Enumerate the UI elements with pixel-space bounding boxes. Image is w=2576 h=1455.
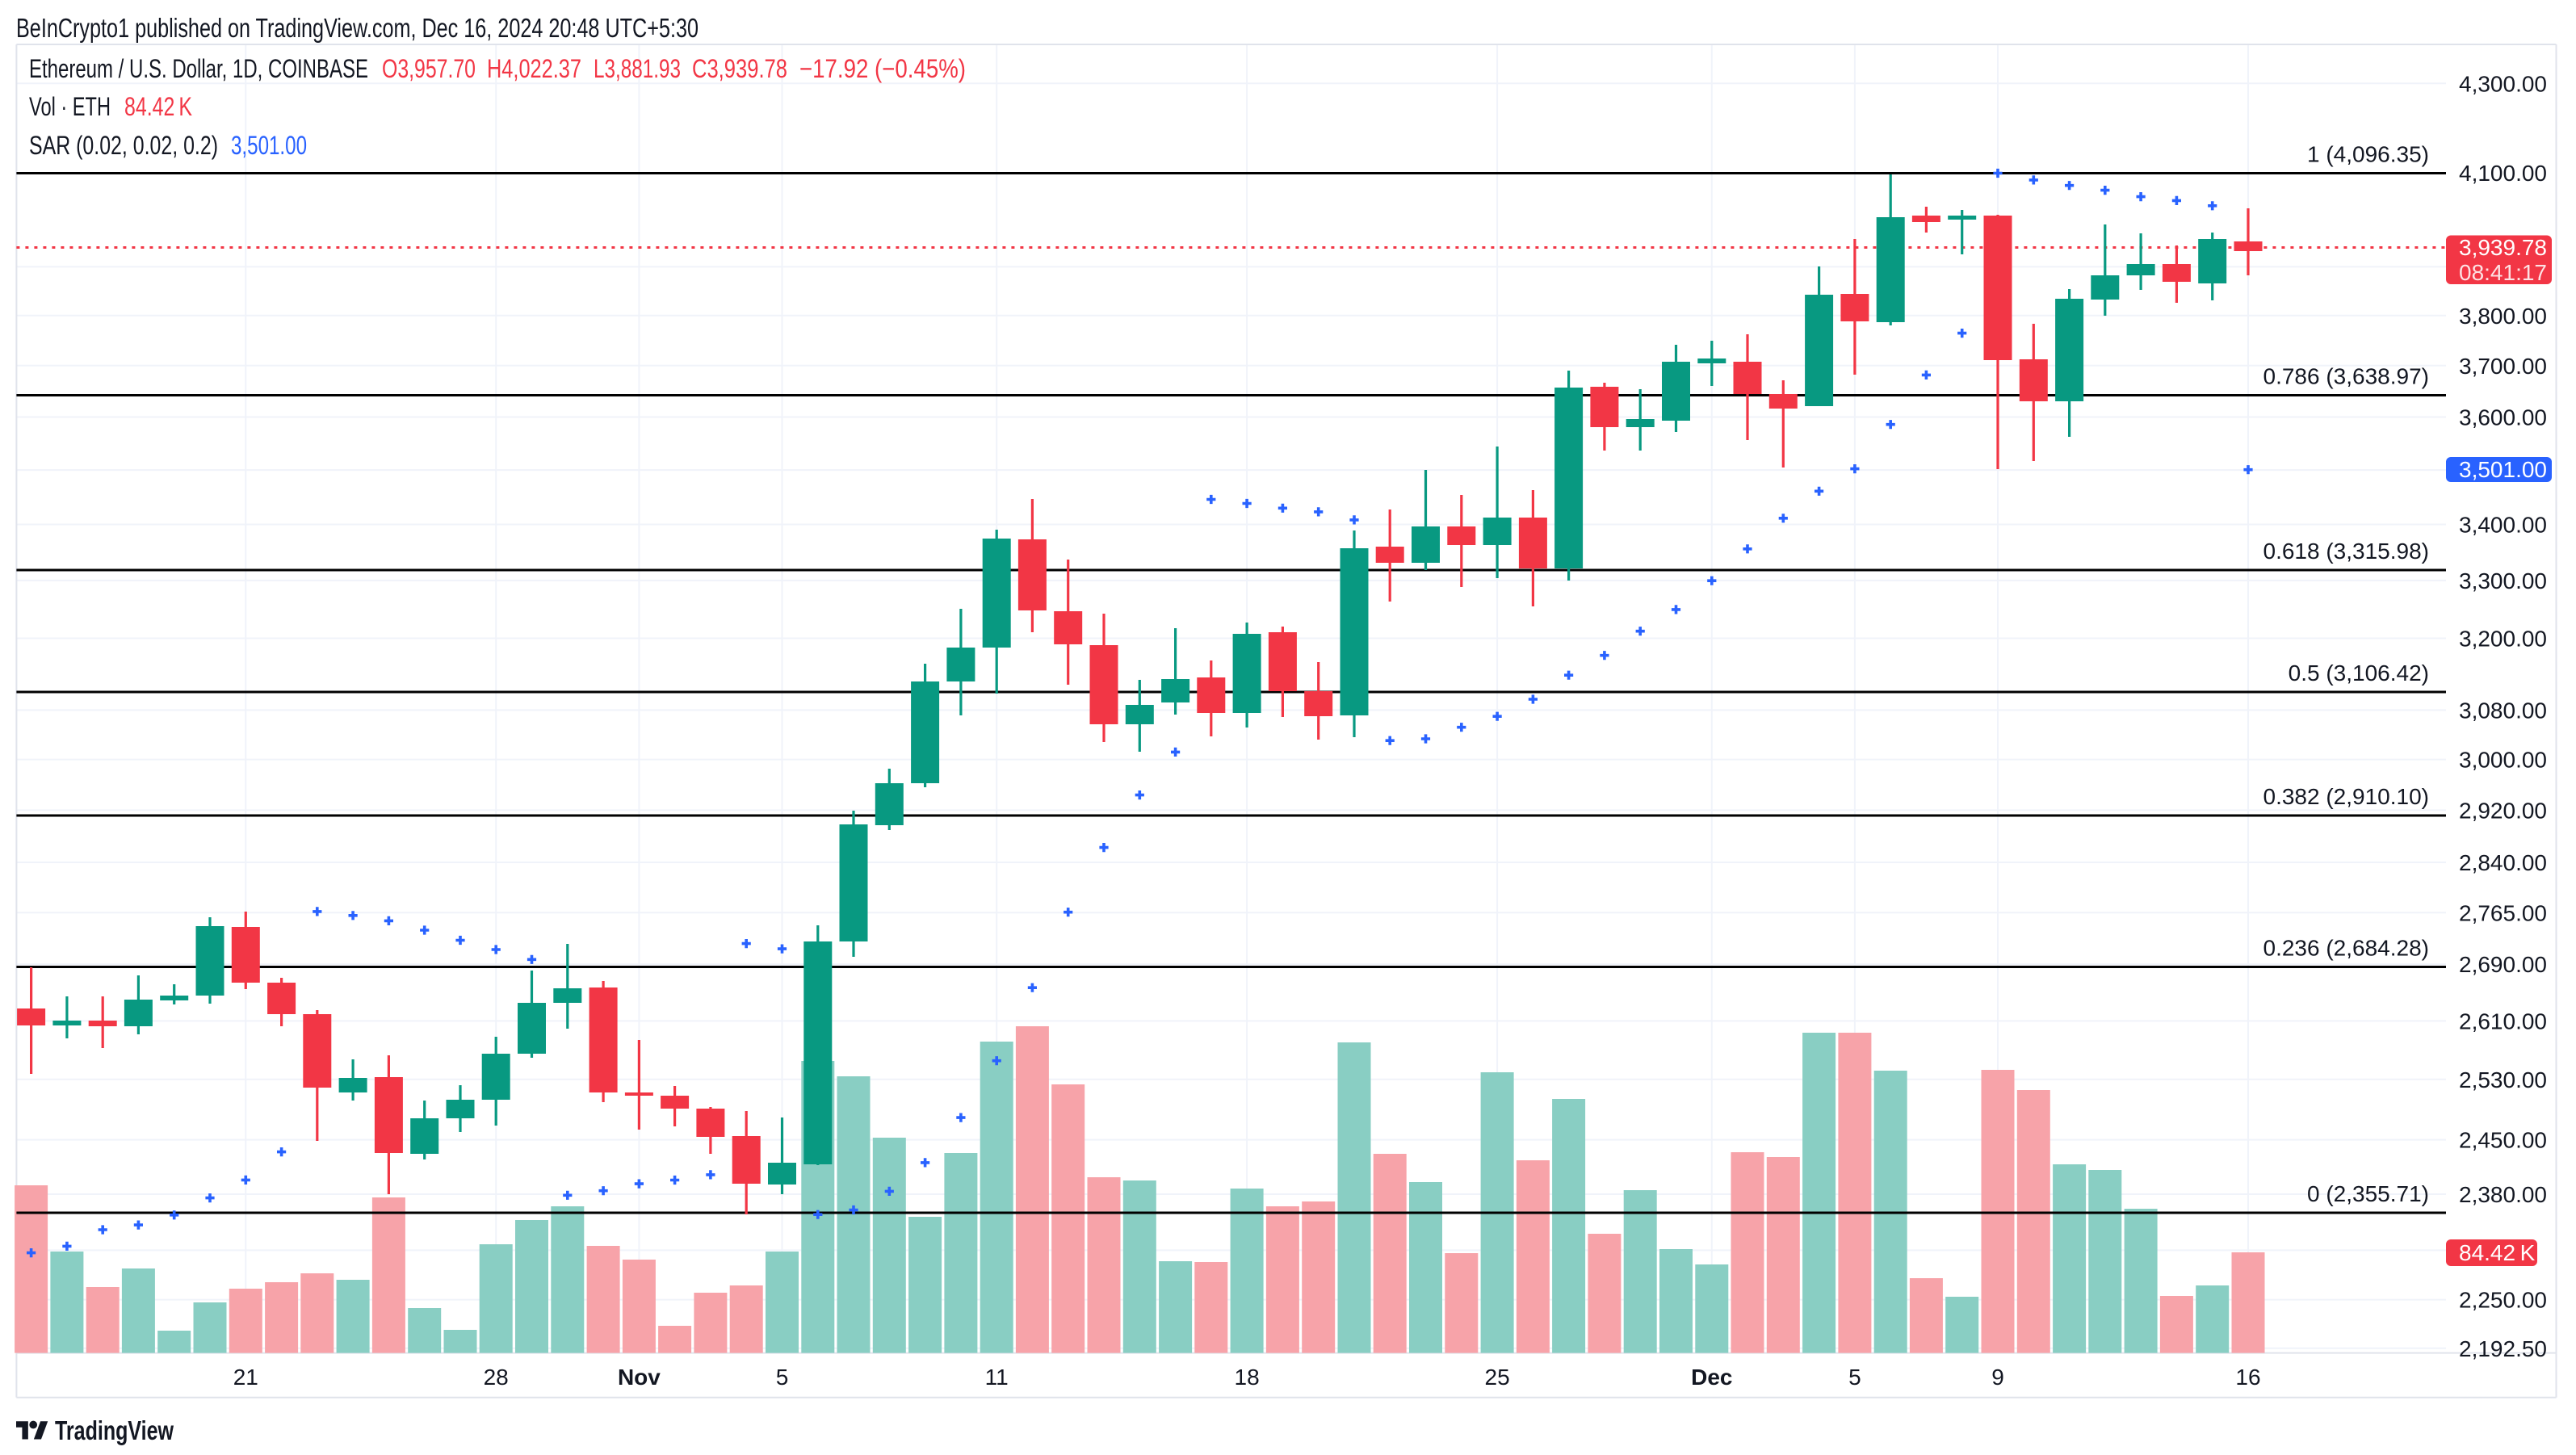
svg-text:TradingView: TradingView [55, 1415, 174, 1445]
svg-text:3,600.00: 3,600.00 [2459, 405, 2547, 430]
svg-text:BeInCrypto1 published on Tradi: BeInCrypto1 published on TradingView.com… [16, 13, 699, 43]
svg-text:O3,957.70: O3,957.70 [382, 54, 476, 83]
svg-text:Nov: Nov [618, 1365, 661, 1390]
svg-text:08:41:17: 08:41:17 [2459, 260, 2547, 285]
svg-text:0.5 (3,106.42): 0.5 (3,106.42) [2289, 660, 2429, 686]
svg-text:1 (4,096.35): 1 (4,096.35) [2307, 142, 2429, 167]
svg-text:3,501.00: 3,501.00 [231, 131, 307, 160]
svg-text:3,080.00: 3,080.00 [2459, 698, 2547, 723]
svg-text:2,380.00: 2,380.00 [2459, 1182, 2547, 1207]
svg-text:3,939.78: 3,939.78 [2459, 235, 2547, 260]
svg-text:16: 16 [2235, 1365, 2260, 1390]
svg-text:25: 25 [1485, 1365, 1510, 1390]
svg-text:L3,881.93: L3,881.93 [594, 54, 681, 83]
svg-text:84.42 K: 84.42 K [124, 92, 192, 121]
svg-text:11: 11 [985, 1365, 1009, 1390]
svg-text:5: 5 [1848, 1365, 1861, 1390]
svg-text:0.382 (2,910.10): 0.382 (2,910.10) [2263, 784, 2430, 809]
svg-text:3,400.00: 3,400.00 [2459, 513, 2547, 538]
svg-text:4,300.00: 4,300.00 [2459, 71, 2547, 96]
svg-text:18: 18 [1235, 1365, 1260, 1390]
svg-text:2,765.00: 2,765.00 [2459, 900, 2547, 925]
svg-text:2,192.50: 2,192.50 [2459, 1336, 2547, 1361]
svg-text:0 (2,355.71): 0 (2,355.71) [2307, 1181, 2429, 1206]
svg-text:2,840.00: 2,840.00 [2459, 850, 2547, 875]
svg-text:3,200.00: 3,200.00 [2459, 627, 2547, 652]
svg-text:C3,939.78: C3,939.78 [692, 54, 787, 83]
svg-text:SAR (0.02, 0.02, 0.2): SAR (0.02, 0.02, 0.2) [29, 131, 218, 160]
svg-text:2,250.00: 2,250.00 [2459, 1288, 2547, 1313]
svg-text:Vol · ETH: Vol · ETH [29, 92, 111, 121]
svg-text:21: 21 [233, 1365, 258, 1390]
svg-text:0.618 (3,315.98): 0.618 (3,315.98) [2263, 539, 2430, 564]
svg-text:3,700.00: 3,700.00 [2459, 354, 2547, 379]
svg-text:0.236 (2,684.28): 0.236 (2,684.28) [2263, 936, 2430, 961]
svg-text:−17.92 (−0.45%): −17.92 (−0.45%) [799, 54, 966, 83]
svg-text:2,690.00: 2,690.00 [2459, 952, 2547, 977]
svg-text:3,501.00: 3,501.00 [2459, 457, 2547, 482]
svg-text:Dec: Dec [1691, 1365, 1732, 1390]
svg-text:84.42 K: 84.42 K [2459, 1240, 2536, 1265]
svg-text:H4,022.37: H4,022.37 [487, 54, 581, 83]
svg-text:2,530.00: 2,530.00 [2459, 1067, 2547, 1092]
svg-text:2,610.00: 2,610.00 [2459, 1008, 2547, 1034]
svg-text:9: 9 [1991, 1365, 2004, 1390]
svg-text:0.786 (3,638.97): 0.786 (3,638.97) [2263, 364, 2430, 389]
svg-text:4,100.00: 4,100.00 [2459, 161, 2547, 186]
svg-text:28: 28 [484, 1365, 509, 1390]
svg-text:5: 5 [776, 1365, 789, 1390]
svg-text:Ethereum / U.S. Dollar, 1D, CO: Ethereum / U.S. Dollar, 1D, COINBASE [29, 54, 368, 83]
svg-text:2,920.00: 2,920.00 [2459, 798, 2547, 823]
svg-text:3,000.00: 3,000.00 [2459, 748, 2547, 773]
svg-text:3,800.00: 3,800.00 [2459, 304, 2547, 329]
svg-text:3,300.00: 3,300.00 [2459, 568, 2547, 593]
svg-text:2,450.00: 2,450.00 [2459, 1128, 2547, 1153]
